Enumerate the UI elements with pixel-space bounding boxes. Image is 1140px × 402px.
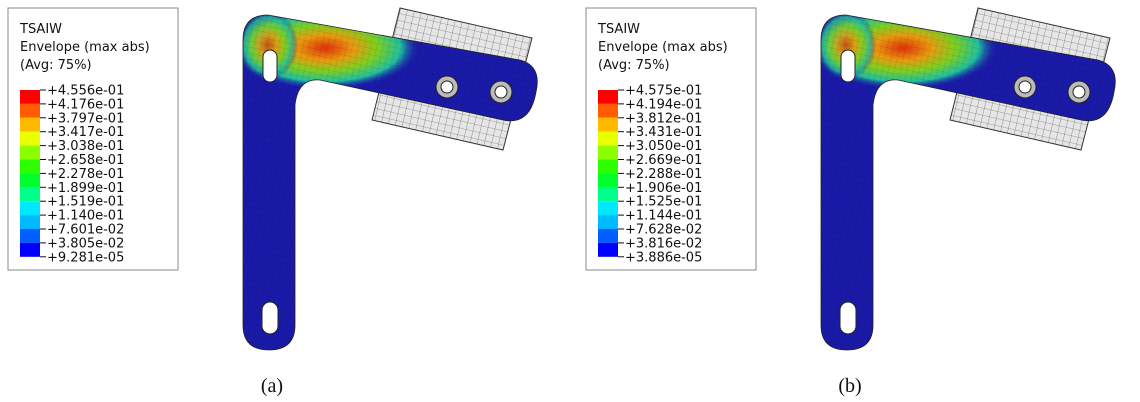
- model-a: [230, 6, 540, 355]
- legend-swatch: [20, 215, 40, 229]
- legend-swatch: [598, 160, 618, 174]
- caption: (b): [838, 375, 861, 397]
- legend-subtitle: Envelope (max abs): [598, 40, 728, 55]
- legend-label: +2.288e-01: [625, 167, 702, 182]
- figure: TSAIW Envelope (max abs) (Avg: 75%) +4.556e…: [0, 0, 1140, 402]
- caption: (a): [261, 375, 283, 397]
- legend-swatch: [598, 243, 618, 257]
- legend-swatch: [20, 243, 40, 257]
- legend-swatch: [20, 90, 40, 104]
- legend-label: +3.038e-01: [47, 139, 124, 154]
- legend-swatch: [598, 187, 618, 201]
- legend-label: +7.628e-02: [625, 223, 702, 238]
- legend-label: +9.281e-05: [47, 250, 124, 265]
- legend-label: +3.417e-01: [47, 125, 124, 140]
- legend-swatch: [598, 173, 618, 187]
- legend-title: TSAIW: [597, 22, 640, 37]
- legend-label: +3.812e-01: [625, 111, 702, 126]
- legend-swatch: [20, 146, 40, 160]
- legend-label: +3.816e-02: [625, 236, 702, 251]
- legend-label: +3.805e-02: [47, 236, 124, 251]
- legend-label: +2.669e-01: [625, 153, 702, 168]
- legend-swatch: [598, 229, 618, 243]
- legend-label: +3.886e-05: [625, 250, 702, 265]
- legend-label: +1.899e-01: [47, 181, 124, 196]
- legend-label: +4.575e-01: [625, 84, 702, 99]
- legend-swatch: [598, 90, 618, 104]
- legend-label: +2.658e-01: [47, 153, 124, 168]
- legend-label: +4.176e-01: [47, 97, 124, 112]
- legend-swatch: [20, 118, 40, 132]
- legend-label: +1.144e-01: [625, 209, 702, 224]
- legend-title: TSAIW: [19, 22, 62, 37]
- legend-label: +4.556e-01: [47, 84, 124, 99]
- legend-swatch: [20, 160, 40, 174]
- legend-swatch: [598, 104, 618, 118]
- legend-swatch: [20, 229, 40, 243]
- legend-label: +1.525e-01: [625, 195, 702, 210]
- legend-label: +1.140e-01: [47, 209, 124, 224]
- legend-label: +1.519e-01: [47, 195, 124, 210]
- legend-swatch: [20, 132, 40, 146]
- legend-swatch: [20, 104, 40, 118]
- legend-label: +7.601e-02: [47, 223, 124, 238]
- legend-label: +1.906e-01: [625, 181, 702, 196]
- legend-swatch: [598, 215, 618, 229]
- legend-label: +2.278e-01: [47, 167, 124, 182]
- legend-subtitle: Envelope (max abs): [20, 40, 150, 55]
- legend-swatch: [20, 187, 40, 201]
- legend-averaging: (Avg: 75%): [598, 58, 670, 73]
- legend-label: +4.194e-01: [625, 97, 702, 112]
- legend-label: +3.431e-01: [625, 125, 702, 140]
- legend-swatch: [598, 201, 618, 215]
- model-b: [808, 6, 1118, 355]
- legend-label: +3.797e-01: [47, 111, 124, 126]
- legend-swatch: [20, 201, 40, 215]
- legend-swatch: [598, 132, 618, 146]
- legend-swatch: [598, 118, 618, 132]
- legend-swatch: [20, 173, 40, 187]
- legend-swatch: [598, 146, 618, 160]
- legend-label: +3.050e-01: [625, 139, 702, 154]
- legend-averaging: (Avg: 75%): [20, 58, 92, 73]
